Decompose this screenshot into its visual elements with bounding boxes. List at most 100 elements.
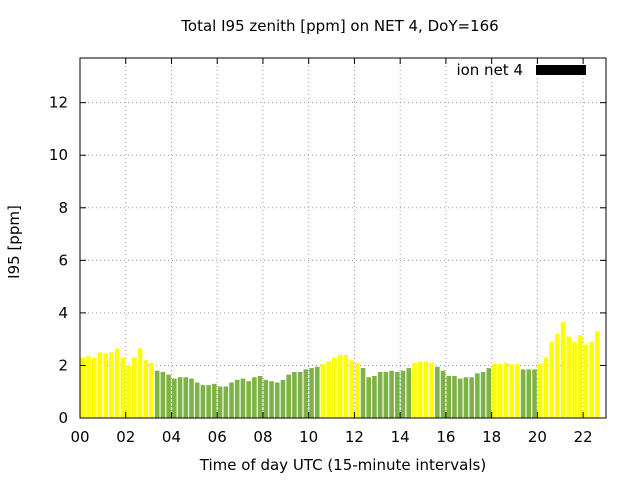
bar (337, 354, 343, 418)
bar (114, 348, 120, 418)
bar (589, 341, 594, 418)
y-tick-label: 0 (58, 409, 68, 427)
x-tick-label: 22 (574, 428, 593, 446)
y-tick-label: 10 (49, 146, 68, 164)
bar (120, 357, 126, 418)
bar (149, 362, 154, 418)
bar (229, 382, 234, 418)
y-tick-label: 6 (58, 251, 68, 269)
bar (280, 379, 286, 418)
bar (297, 372, 303, 418)
bar (132, 357, 137, 418)
bar (86, 356, 91, 418)
bar (80, 357, 86, 418)
bar (200, 385, 206, 418)
bar (480, 372, 486, 418)
bar (252, 377, 257, 418)
bar (303, 369, 309, 418)
bar (314, 366, 320, 418)
x-axis-label: Time of day UTC (15-minute intervals) (199, 456, 487, 474)
bar (269, 381, 274, 418)
bar (526, 369, 532, 418)
bar (549, 341, 554, 418)
bar (446, 375, 452, 418)
x-tick-label: 18 (482, 428, 501, 446)
x-tick-label: 14 (391, 428, 410, 446)
bar (137, 348, 143, 418)
bar (555, 333, 560, 418)
bar (383, 372, 389, 418)
y-tick-label: 12 (49, 94, 68, 112)
x-tick-label: 00 (70, 428, 89, 446)
bar (206, 385, 211, 418)
bar (520, 369, 526, 418)
bar (240, 378, 246, 418)
bar (263, 379, 269, 418)
bar (469, 377, 474, 418)
bar (435, 366, 440, 418)
legend-swatch (536, 65, 586, 75)
bar (126, 365, 131, 418)
bar (595, 331, 600, 418)
bar (360, 368, 366, 418)
bar (349, 360, 354, 418)
bar (343, 354, 349, 418)
chart-title: Total I95 zenith [ppm] on NET 4, DoY=166 (181, 17, 499, 35)
bar (475, 373, 480, 418)
bar (423, 361, 429, 418)
x-tick-label: 04 (162, 428, 181, 446)
bar (309, 368, 314, 418)
bar (515, 364, 520, 418)
bar (572, 341, 577, 418)
bar (292, 372, 297, 418)
x-tick-label: 12 (345, 428, 364, 446)
bar (395, 372, 400, 418)
bar (537, 364, 543, 418)
bar (160, 372, 166, 418)
bar (497, 364, 503, 418)
y-tick-label: 2 (58, 356, 68, 374)
bar (486, 368, 492, 418)
bar (246, 381, 251, 418)
bar (412, 362, 417, 418)
bar (183, 377, 189, 418)
bar (406, 368, 412, 418)
bar (577, 335, 583, 418)
bar (389, 370, 394, 418)
bar (189, 378, 194, 418)
bar (492, 364, 497, 418)
bar (97, 352, 103, 418)
bar (543, 357, 549, 418)
bar (217, 386, 223, 418)
y-tick-label: 8 (58, 199, 68, 217)
x-tick-label: 06 (208, 428, 227, 446)
bar (92, 357, 97, 418)
bar (154, 370, 160, 418)
bar (194, 382, 200, 418)
bar (326, 361, 331, 418)
legend-label: ion net 4 (456, 61, 523, 79)
bar (400, 370, 406, 418)
bar (463, 377, 469, 418)
bar (274, 382, 280, 418)
bar (440, 370, 446, 418)
bar (109, 352, 114, 418)
bar (417, 361, 423, 418)
bar (234, 379, 240, 418)
x-tick-label: 08 (253, 428, 272, 446)
bar (332, 357, 337, 418)
bar (509, 364, 514, 418)
bar (177, 377, 183, 418)
x-tick-label: 20 (528, 428, 547, 446)
x-tick-label: 02 (116, 428, 135, 446)
plot-frame (79, 57, 607, 419)
bar (223, 386, 229, 418)
bar (429, 362, 434, 418)
bar (212, 383, 217, 418)
bar (560, 322, 566, 418)
bar (320, 364, 326, 418)
bar (103, 353, 109, 418)
bar (355, 362, 360, 418)
